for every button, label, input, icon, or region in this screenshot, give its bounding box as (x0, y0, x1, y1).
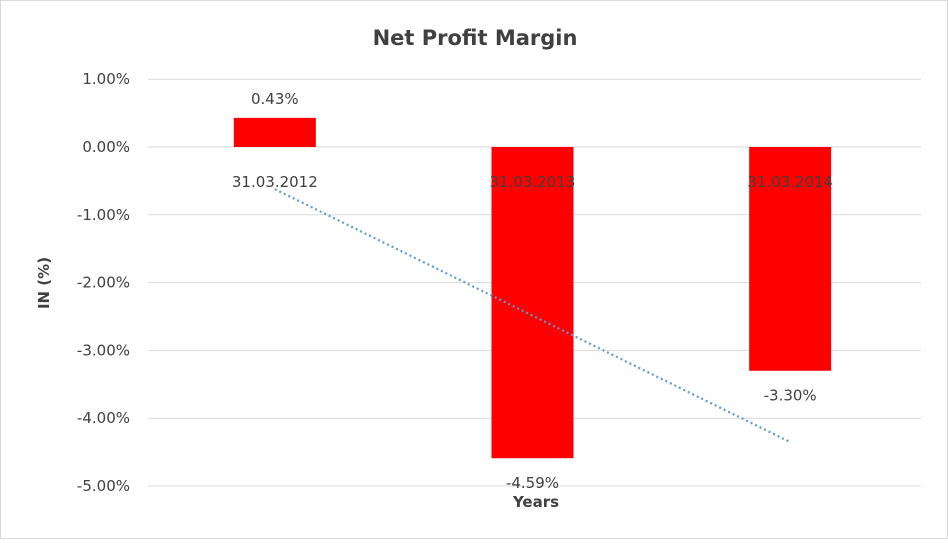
data-label: -3.30% (764, 387, 817, 405)
y-tick-label: -5.00% (77, 477, 130, 495)
data-label: -4.59% (506, 474, 559, 492)
y-tick-label: 1.00% (82, 70, 130, 88)
trendline (274, 188, 791, 444)
x-tick-label: 31.03.2014 (747, 173, 833, 191)
x-tick-label: 31.03.2013 (490, 173, 576, 191)
y-tick-label: -2.00% (77, 274, 130, 292)
bar (749, 147, 832, 371)
y-tick-label: -3.00% (77, 341, 130, 359)
x-tick-label: 31.03.2012 (232, 173, 318, 191)
x-axis-label: Years (512, 493, 559, 511)
chart-title: Net Profit Margin (373, 26, 578, 50)
y-tick-label: -4.00% (77, 409, 130, 427)
y-axis-label: IN (%) (35, 257, 53, 309)
bar (233, 117, 316, 147)
y-tick-label: -1.00% (77, 206, 130, 224)
y-tick-label: 0.00% (82, 138, 130, 156)
data-label: 0.43% (251, 90, 299, 108)
